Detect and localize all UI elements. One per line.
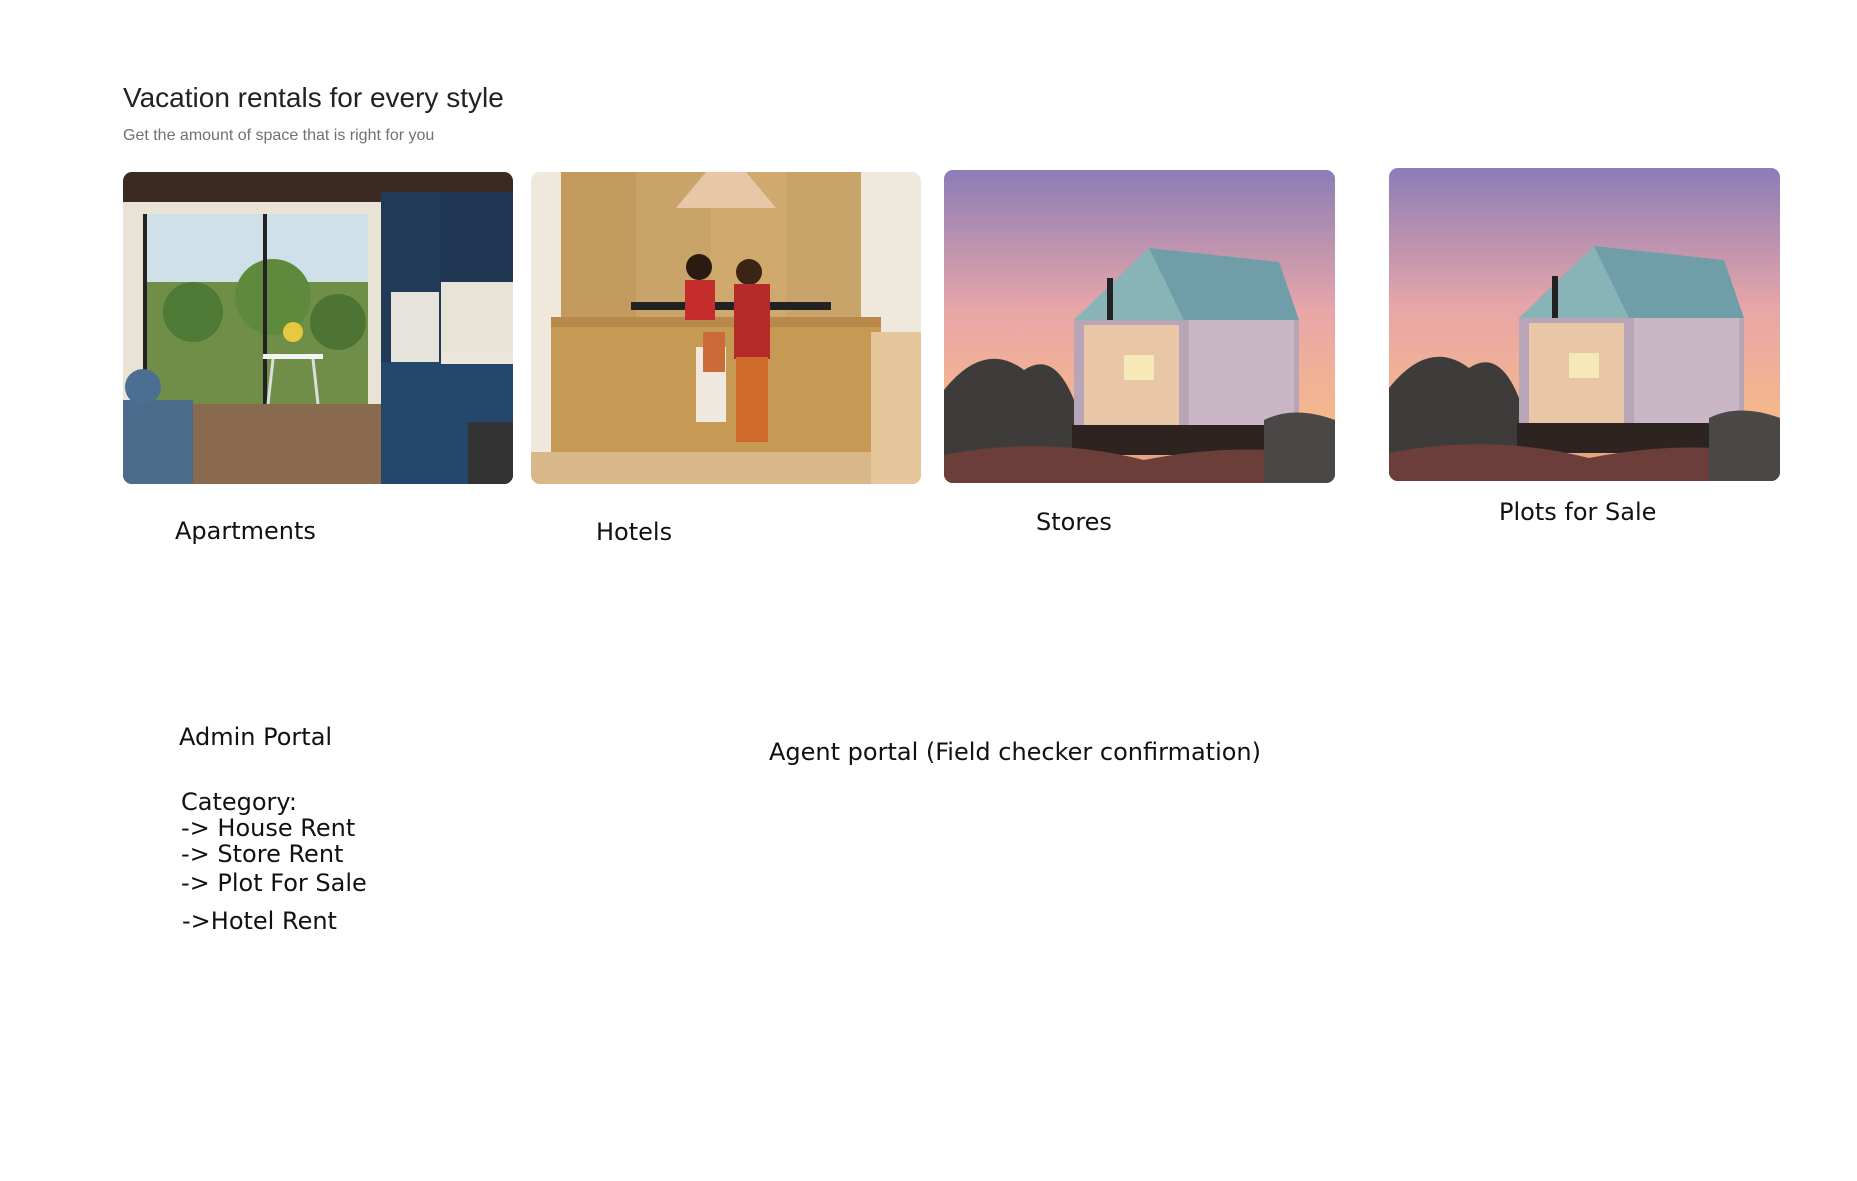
hotel-reception-image: [531, 172, 921, 484]
apartment-interior-image: [123, 172, 513, 484]
hotels-label[interactable]: Hotels: [596, 518, 673, 546]
category-item: -> Plot For Sale: [181, 869, 367, 897]
category-item: -> Store Rent: [181, 840, 344, 868]
apartments-card[interactable]: [123, 172, 513, 484]
category-item: ->Hotel Rent: [182, 907, 337, 935]
agent-portal-note: Agent portal (Field checker confirmation…: [769, 738, 1261, 766]
glass-cabin-sunset-image: [944, 170, 1335, 483]
section-title: Vacation rentals for every style: [123, 82, 504, 113]
stores-card[interactable]: [944, 170, 1335, 483]
plots-for-sale-card[interactable]: [1389, 168, 1780, 481]
category-item: -> House Rent: [181, 814, 356, 842]
apartments-label[interactable]: Apartments: [175, 517, 316, 545]
section-subtitle: Get the amount of space that is right fo…: [123, 127, 435, 144]
stores-label[interactable]: Stores: [1036, 508, 1112, 536]
glass-cabin-sunset-image: [1389, 168, 1780, 481]
plots-for-sale-label[interactable]: Plots for Sale: [1499, 498, 1657, 526]
category-title: Category:: [181, 788, 297, 816]
hotels-card[interactable]: [531, 172, 921, 484]
admin-portal-note: Admin Portal: [179, 723, 333, 751]
